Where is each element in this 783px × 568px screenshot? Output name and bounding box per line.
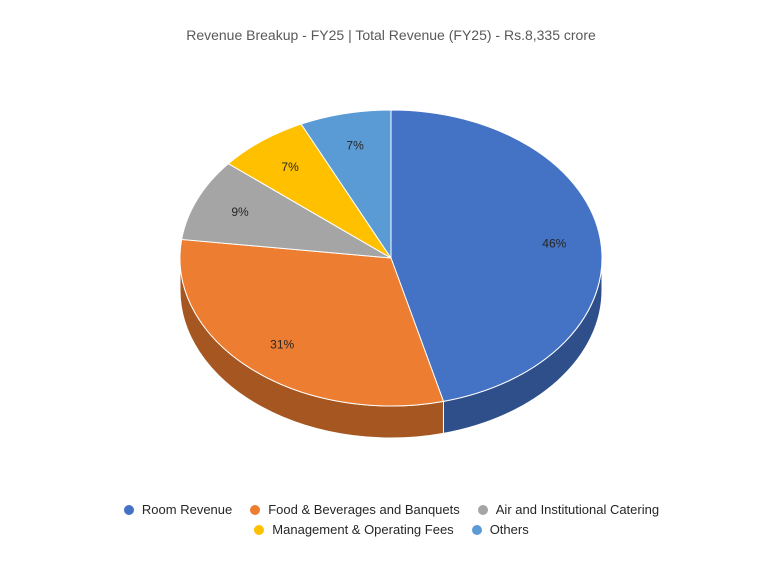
pie-data-labels: 46% 31% 9% 7% 7% [231,138,566,351]
legend-swatch-others [471,524,482,535]
pie-slice-air-and-institutional-catering[interactable] [181,163,392,259]
legend-swatch-food-beverages [250,504,261,515]
legend-item-food-beverages[interactable]: Food & Beverages and Banquets [250,502,460,517]
legend-label: Management & Operating Fees [272,522,454,537]
legend-label: Others [489,522,529,537]
chart-title: Revenue Breakup - FY25 | Total Revenue (… [186,27,596,43]
data-label-others: 7% [346,138,364,152]
pie-slice-food-beverages-and-banquets[interactable] [179,238,445,407]
legend-item-management-fees[interactable]: Management & Operating Fees [254,522,454,537]
pie-slice-room-revenue[interactable] [390,109,603,402]
data-label-room-revenue: 46% [542,237,566,251]
legend-label: Air and Institutional Catering [495,502,660,517]
legend-swatch-air-catering [477,504,488,515]
data-label-air-and-institutional-catering: 9% [231,205,249,219]
legend-label: Food & Beverages and Banquets [268,502,460,517]
legend-row-2: Management & Operating Fees Others [0,522,783,537]
pie-slices [179,109,603,407]
legend-item-others[interactable]: Others [471,522,529,537]
data-label-food-beverages-and-banquets: 31% [270,338,294,352]
data-label-management-operating-fees: 7% [281,160,299,174]
legend-label: Room Revenue [141,502,233,517]
legend-swatch-room-revenue [123,504,134,515]
legend-item-air-catering[interactable]: Air and Institutional Catering [477,502,660,517]
pie-slice-others[interactable] [300,109,392,260]
legend-swatch-management-fees [254,524,265,535]
legend-row-1: Room Revenue Food & Beverages and Banque… [0,502,783,517]
legend-item-room-revenue[interactable]: Room Revenue [123,502,233,517]
